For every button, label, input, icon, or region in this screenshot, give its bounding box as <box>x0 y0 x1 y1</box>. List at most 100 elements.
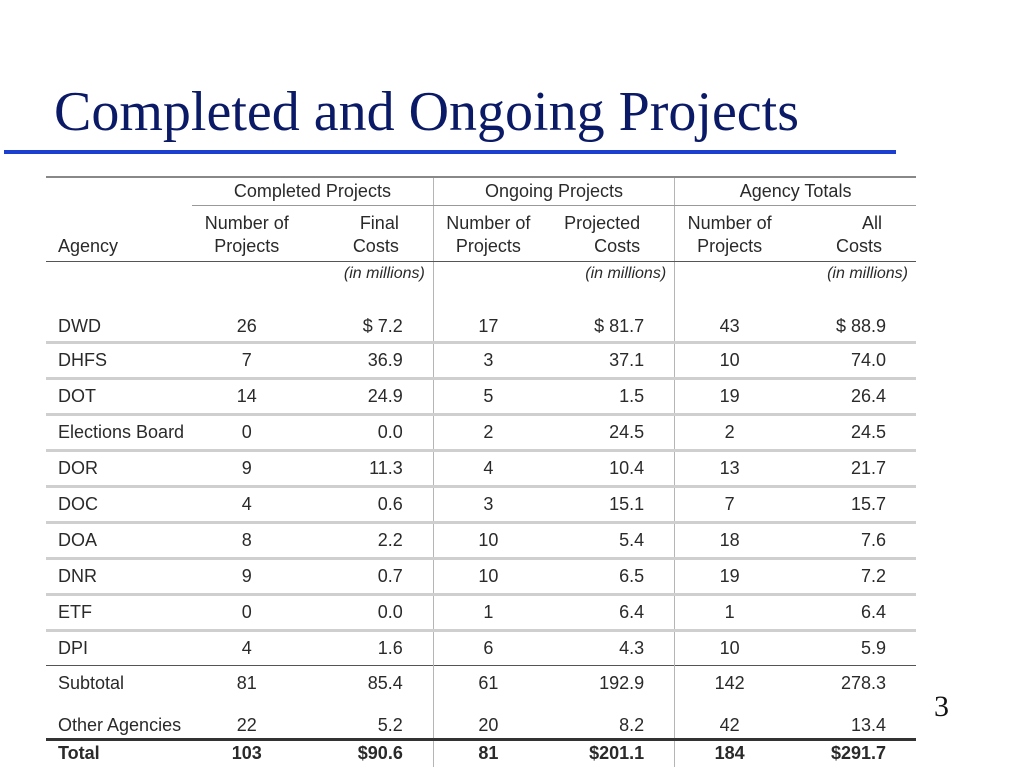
page-number: 3 <box>934 690 949 723</box>
projected-costs-cell: 1.5 <box>542 378 675 416</box>
all-costs-cell: 278.3 <box>784 665 916 700</box>
other-agencies-row: Other Agencies 22 5.2 20 8.2 42 13.4 <box>46 700 916 740</box>
agency-cell: ETF <box>46 594 192 632</box>
agency-cell: DPI <box>58 638 89 658</box>
completed-number-cell: 0 <box>192 414 302 452</box>
total-number-cell: 10 <box>674 342 785 380</box>
ongoing-number-cell: 6 <box>432 630 543 666</box>
unit-label-all-costs: (in millions) <box>827 265 908 282</box>
completed-number-cell: 22 <box>236 715 257 735</box>
ongoing-number-cell: 61 <box>432 665 543 700</box>
unit-blank <box>432 261 543 291</box>
unit-row: (in millions) (in millions) (in millions… <box>46 261 916 291</box>
total-number-cell: 13 <box>674 450 785 488</box>
header-line: Projects <box>455 236 521 256</box>
total-number-cell: 18 <box>674 522 785 560</box>
projected-costs-cell: 4.3 <box>619 638 645 658</box>
completed-number-cell: 9 <box>192 558 302 596</box>
all-costs-cell: 5.9 <box>860 638 886 658</box>
group-header-ongoing: Ongoing Projects <box>432 176 675 206</box>
agency-cell: DWD <box>46 291 192 344</box>
total-number-cell: 142 <box>674 665 785 700</box>
final-costs-cell: 0.7 <box>301 558 434 596</box>
final-costs-cell: 1.6 <box>377 638 403 658</box>
group-header-totals: Agency Totals <box>674 176 916 206</box>
total-number-cell: 42 <box>674 700 785 740</box>
projected-costs-cell: 10.4 <box>542 450 675 488</box>
all-costs-cell: 21.7 <box>784 450 916 488</box>
agency-cell: DOA <box>46 522 192 560</box>
total-number-cell: 2 <box>674 414 785 452</box>
total-number-cell: 19 <box>674 378 785 416</box>
column-header-final-costs: Final Costs <box>301 205 434 262</box>
final-costs-cell: 5.2 <box>377 715 403 735</box>
final-costs-cell: 85.4 <box>301 665 434 700</box>
completed-number-cell: 7 <box>192 342 302 380</box>
column-header-row: Agency Number of Projects Final Costs Numb… <box>46 205 916 262</box>
agency-cell: Subtotal <box>46 665 192 700</box>
agency-cell: DOT <box>46 378 192 416</box>
header-line: All <box>861 213 882 233</box>
completed-number-cell: 4 <box>241 638 252 658</box>
header-line: Projects <box>697 236 763 256</box>
all-costs-cell: 6.4 <box>784 594 916 632</box>
column-header-ongoing-number: Number of Projects <box>432 205 543 262</box>
total-number-cell: 7 <box>674 486 785 524</box>
completed-number-cell: 26 <box>192 291 302 344</box>
ongoing-number-cell: 3 <box>432 486 543 524</box>
table-row: DOC 4 0.6 3 15.1 7 15.7 <box>46 486 916 524</box>
all-costs-cell: 7.6 <box>784 522 916 560</box>
group-header-blank <box>46 176 192 206</box>
column-header-total-number: Number of Projects <box>674 205 785 262</box>
total-number-cell: 43 <box>674 291 785 344</box>
final-costs-cell: 0.0 <box>301 414 434 452</box>
total-number-cell: 10 <box>674 630 785 666</box>
slide-title: Completed and Ongoing Projects <box>54 81 800 143</box>
unit-blank <box>674 261 785 291</box>
group-header-completed: Completed Projects <box>192 176 434 206</box>
ongoing-number-cell: 20 <box>432 700 543 740</box>
ongoing-number-cell: 17 <box>432 291 543 344</box>
final-costs-cell: 11.3 <box>301 450 434 488</box>
ongoing-number-cell: 10 <box>432 522 543 560</box>
agency-cell: Elections Board <box>46 414 192 452</box>
header-line: Number of <box>446 213 531 233</box>
column-header-all-costs: All Costs <box>784 205 916 262</box>
column-header-projected-costs: Projected Costs <box>542 205 675 262</box>
all-costs-cell: 24.5 <box>784 414 916 452</box>
projected-costs-cell: $201.1 <box>542 738 675 767</box>
total-number-cell: 184 <box>674 738 785 767</box>
projected-costs-cell: 37.1 <box>542 342 675 380</box>
completed-number-cell: 0 <box>192 594 302 632</box>
final-costs-cell: $ 7.2 <box>301 291 434 344</box>
column-header-completed-number: Number of Projects <box>192 205 302 262</box>
header-line: Number of <box>687 213 772 233</box>
header-line: Costs <box>835 236 882 256</box>
title-underline <box>4 150 896 154</box>
table-row: DWD 26 $ 7.2 17 $ 81.7 43 $ 88.9 <box>46 291 916 344</box>
unit-label-projected-costs: (in millions) <box>585 265 667 282</box>
all-costs-cell: 7.2 <box>784 558 916 596</box>
all-costs-cell: $ 88.9 <box>784 291 916 344</box>
ongoing-number-cell: 5 <box>432 378 543 416</box>
projected-costs-cell: 5.4 <box>542 522 675 560</box>
projected-costs-cell: 6.5 <box>542 558 675 596</box>
completed-number-cell: 81 <box>192 665 302 700</box>
table-row: DPI 4 1.6 6 4.3 10 5.9 <box>46 630 916 666</box>
table-row: DOA 8 2.2 10 5.4 18 7.6 <box>46 522 916 560</box>
total-number-cell: 1 <box>674 594 785 632</box>
ongoing-number-cell: 10 <box>432 558 543 596</box>
projected-costs-cell: 15.1 <box>542 486 675 524</box>
agency-cell: DHFS <box>46 342 192 380</box>
completed-number-cell: 14 <box>192 378 302 416</box>
header-line: Costs <box>352 236 399 256</box>
all-costs-cell: 15.7 <box>784 486 916 524</box>
projected-costs-cell: 8.2 <box>619 715 645 735</box>
unit-label-final-costs: (in millions) <box>343 265 425 282</box>
agency-cell: DOC <box>46 486 192 524</box>
ongoing-number-cell: 1 <box>432 594 543 632</box>
column-header-agency: Agency <box>46 205 192 262</box>
final-costs-cell: 2.2 <box>301 522 434 560</box>
all-costs-cell: 74.0 <box>784 342 916 380</box>
table-row: DHFS 7 36.9 3 37.1 10 74.0 <box>46 342 916 380</box>
